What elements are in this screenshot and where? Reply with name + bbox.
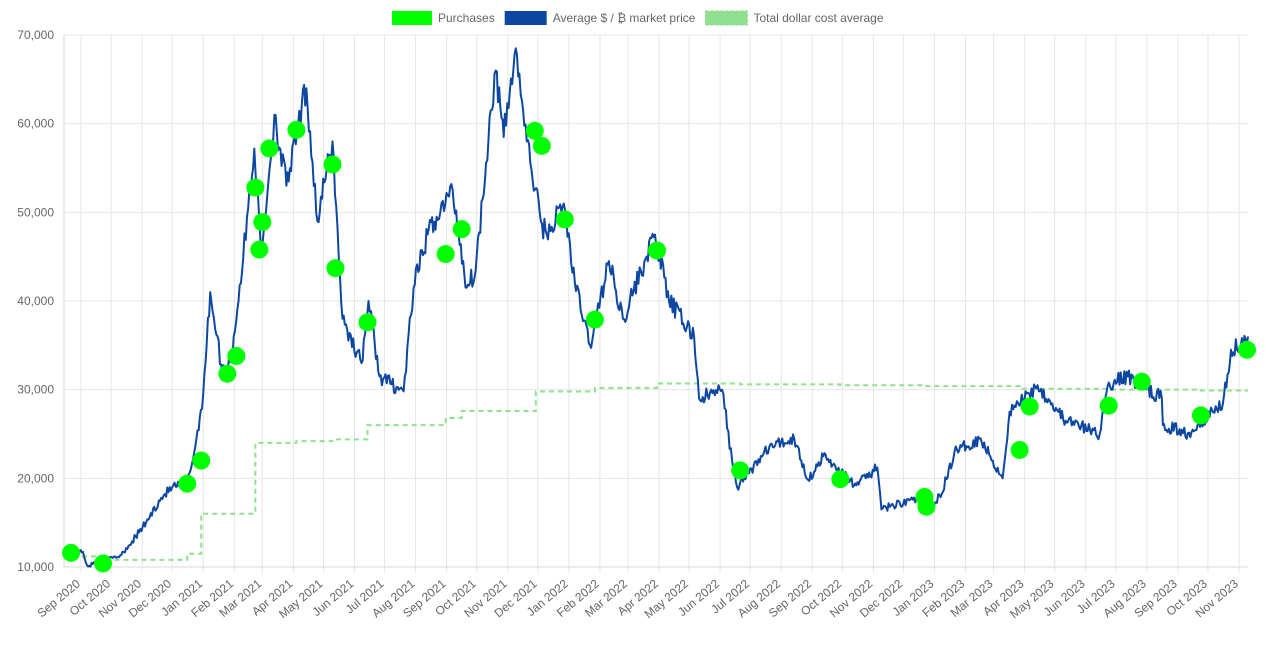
purchase-point [323,155,342,174]
purchase-point [326,259,345,278]
purchase-point [1010,440,1029,459]
legend-item[interactable]: Purchases [392,11,495,25]
legend-label: Total dollar cost average [753,11,883,25]
y-tick-label: 50,000 [17,205,54,219]
purchase-point [1020,397,1039,416]
purchase-point [831,470,850,489]
purchase-point [555,210,574,229]
legend-swatch [504,11,547,25]
y-axis-labels: 10,000 20,000 30,000 40,000 50,000 60,000 70,0… [17,28,54,574]
y-tick-label: 60,000 [17,117,54,131]
purchase-point [260,139,279,158]
purchase-point [532,136,551,155]
legend-item[interactable]: Total dollar cost average [704,10,884,26]
purchase-point [731,461,750,480]
y-tick-label: 10,000 [17,560,54,574]
purchase-point [648,241,667,260]
purchase-point [1191,406,1210,425]
purchase-point [62,543,81,562]
legend-swatch [704,10,748,26]
purchase-point [227,346,246,365]
purchase-point [192,451,211,470]
legend-label: Purchases [438,11,495,25]
purchase-point [94,554,113,573]
legend-label: Average $ / ₿ market price [553,11,696,25]
purchase-point [287,120,306,139]
purchase-point [436,245,455,264]
y-tick-label: 40,000 [17,294,54,308]
series-line-total-dollar-cost-average [64,382,1248,561]
purchase-point [585,310,604,329]
plot-area [62,47,1256,573]
purchase-point [917,497,936,516]
y-tick-label: 20,000 [17,471,54,485]
legend-swatch [392,11,432,25]
grid [63,34,1248,573]
purchase-point [253,213,272,232]
purchase-point [525,121,544,140]
purchase-point [1132,372,1151,391]
purchase-point [452,220,471,239]
legend-item[interactable]: Average $ / ₿ market price [504,11,696,25]
y-tick-label: 30,000 [17,383,54,397]
series-line-average-market-price [63,47,1249,568]
purchase-point [250,240,269,259]
purchase-point [1237,340,1256,359]
purchase-point [218,364,237,383]
purchase-point [246,178,265,197]
y-tick-label: 70,000 [17,28,54,42]
legend[interactable]: Purchases Average $ / ₿ market price Total… [392,10,884,26]
purchase-point [178,474,197,493]
purchase-point [1099,396,1118,415]
purchase-point [358,313,377,332]
